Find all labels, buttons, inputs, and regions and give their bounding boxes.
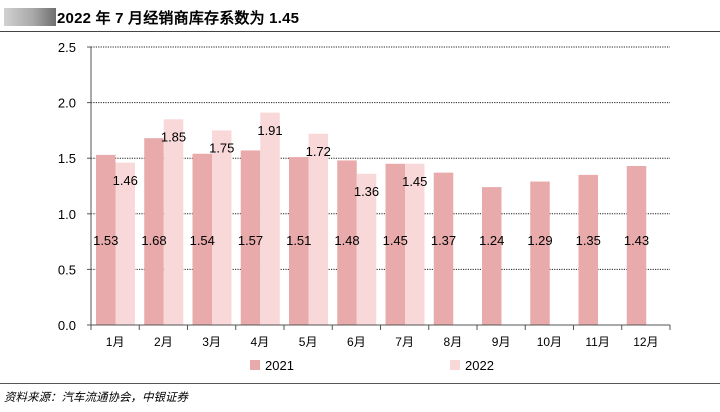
- legend-swatch-2021: [250, 360, 260, 370]
- x-tick-label: 12月: [633, 335, 658, 349]
- bar-2021: [433, 172, 454, 325]
- y-tick-label: 2.0: [58, 96, 76, 111]
- bar-2021: [337, 160, 357, 325]
- legend-label-2022: 2022: [465, 358, 494, 373]
- data-label-2021: 1.24: [479, 233, 504, 248]
- data-label-2022: 1.75: [209, 141, 234, 156]
- data-label-2021: 1.57: [238, 233, 263, 248]
- data-label-2021: 1.51: [286, 233, 311, 248]
- bar-2021: [385, 163, 405, 325]
- y-tick-label: 2.5: [58, 40, 76, 55]
- x-tick-label: 10月: [537, 335, 562, 349]
- x-tick-label: 5月: [299, 335, 318, 349]
- bar-2021: [626, 165, 647, 325]
- y-tick-label: 1.5: [58, 151, 76, 166]
- data-label-2021: 1.53: [93, 233, 118, 248]
- bar-2022: [115, 162, 135, 325]
- x-tick-label: 7月: [395, 335, 414, 349]
- bar-2022: [163, 119, 184, 325]
- data-label-2022: 1.85: [161, 130, 186, 145]
- data-label-2021: 1.35: [576, 233, 601, 248]
- chart-title: 2022 年 7 月经销商库存系数为 1.45: [57, 10, 300, 27]
- bar-2022: [405, 163, 425, 325]
- bar-2022: [308, 133, 328, 325]
- legend-swatch-2022: [450, 360, 460, 370]
- bar-2021: [530, 181, 550, 325]
- data-label-2021: 1.37: [431, 233, 456, 248]
- data-label-2021: 1.29: [527, 233, 552, 248]
- bar-2022: [212, 130, 232, 325]
- x-tick-label: 2月: [154, 335, 173, 349]
- gridlines: [91, 46, 670, 270]
- bar-2022: [356, 173, 377, 325]
- data-label-2022: 1.46: [113, 173, 138, 188]
- axes: 0.0 0.5 1.0 1.5 2.0 2.5 1月 2月 3月 4月 5月 6月 7月 8月 9月 10月 1…: [58, 40, 671, 349]
- x-tick-label: 8月: [444, 335, 463, 349]
- blurred-logo: [4, 8, 56, 26]
- bar-2021: [240, 150, 261, 325]
- y-tick-label: 0.0: [58, 318, 76, 333]
- legend: 2021 2022: [250, 358, 494, 373]
- legend-label-2021: 2021: [265, 358, 294, 373]
- data-label-2021: 1.68: [141, 233, 166, 248]
- data-label-2022: 1.72: [306, 144, 331, 159]
- x-tick-label: 3月: [202, 335, 221, 349]
- bar-2021: [144, 138, 164, 325]
- x-tick-label: 4月: [251, 335, 270, 349]
- data-label-2022: 1.91: [257, 123, 282, 138]
- bar-2021: [578, 174, 598, 325]
- y-tick-label: 0.5: [58, 262, 76, 277]
- bar-2021: [96, 154, 116, 325]
- x-tick-label: 9月: [492, 335, 511, 349]
- bar-2021: [289, 157, 309, 325]
- data-label-2022: 1.36: [354, 184, 379, 199]
- title-bar: 2022 年 7 月经销商库存系数为 1.45: [0, 0, 720, 34]
- bar-2021: [482, 187, 502, 325]
- bars: [96, 112, 647, 325]
- data-label-2021: 1.43: [624, 233, 649, 248]
- bar-2022: [260, 112, 280, 325]
- source-note: 资料来源：汽车流通协会，中银证券: [4, 392, 188, 404]
- x-tick-label: 1月: [106, 335, 125, 349]
- data-label-2022: 1.45: [402, 174, 427, 189]
- data-label-2021: 1.48: [334, 233, 359, 248]
- bar-2021: [192, 153, 212, 325]
- data-label-2021: 1.54: [190, 233, 215, 248]
- title-divider: [0, 31, 720, 32]
- x-tick-label: 6月: [347, 335, 366, 349]
- data-labels: 1.53 1.46 1.68 1.85 1.54 1.75 1.57 1.91 1.51 1.72…: [93, 123, 649, 248]
- bar-chart: 0.0 0.5 1.0 1.5 2.0 2.5 1月 2月 3月 4月 5月 6月 7月 8月 9月 10月 1…: [58, 40, 671, 373]
- footer-divider: [0, 383, 720, 384]
- data-label-2021: 1.45: [383, 233, 408, 248]
- x-tick-label: 11月: [585, 335, 609, 349]
- y-tick-label: 1.0: [58, 207, 76, 222]
